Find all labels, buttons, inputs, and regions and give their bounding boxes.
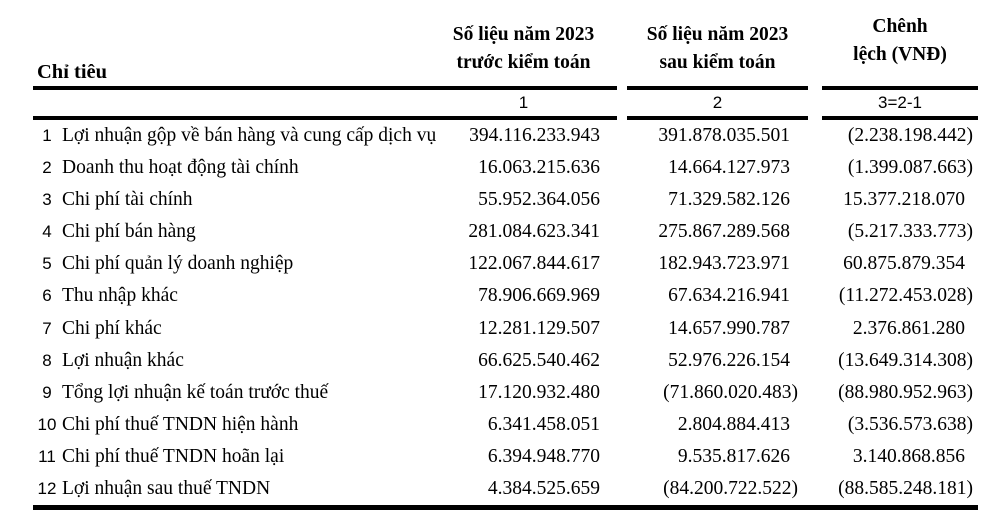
value-difference: (11.272.453.028) (838, 285, 973, 307)
rule-segment (627, 116, 808, 120)
row-number: 7 (42, 318, 52, 338)
value-before-audit: 281.084.623.341 (468, 221, 600, 243)
row-label: Chi phí bán hàng (62, 221, 196, 243)
value-before-audit: 394.116.233.943 (469, 125, 600, 147)
value-difference: (2.238.198.442) (847, 125, 973, 147)
column-header-after-line1: Số liệu năm 2023 (646, 24, 789, 45)
bottom-rule (33, 504, 978, 510)
value-after-audit: 67.634.216.941 (668, 285, 790, 307)
row-number: 8 (42, 350, 52, 370)
column-header-before-audit: Số liệu năm 2023 trước kiểm toán (430, 21, 617, 86)
row-label: Chi phí tài chính (62, 189, 193, 211)
rule-segment (822, 116, 978, 120)
value-difference: 60.875.879.354 (843, 253, 965, 275)
value-before-audit: 6.341.458.051 (487, 413, 600, 435)
value-after-audit: 71.329.582.126 (668, 189, 790, 211)
row-number: 6 (42, 286, 52, 306)
rule-segment (627, 86, 808, 90)
column-header-before-line1: Số liệu năm 2023 (452, 24, 595, 45)
subheader-rule (33, 116, 978, 120)
value-after-audit: 182.943.723.971 (658, 253, 790, 275)
row-number: 10 (37, 414, 57, 434)
row-number: 9 (42, 382, 52, 402)
value-difference: (88.980.952.963) (838, 381, 973, 403)
value-after-audit: 2.804.884.413 (677, 413, 790, 435)
table-row: 10 Chi phí thuế TNDN hiện hành 6.341.458… (33, 409, 978, 441)
column-index-before: 1 (518, 93, 529, 112)
table-row: 12 Lợi nhuận sau thuế TNDN 4.384.525.659… (33, 473, 978, 505)
rule-segment (33, 116, 617, 120)
column-header-after-audit: Số liệu năm 2023 sau kiểm toán (627, 21, 808, 86)
column-index-after: 2 (712, 93, 723, 112)
row-number: 2 (42, 158, 52, 178)
value-difference: (3.536.573.638) (847, 413, 973, 435)
value-difference: (1.399.087.663) (847, 157, 973, 179)
table-row: 2 Doanh thu hoạt động tài chính 16.063.2… (33, 152, 978, 184)
value-before-audit: 12.281.129.507 (478, 317, 600, 339)
value-before-audit: 6.394.948.770 (487, 445, 600, 467)
value-after-audit: 9.535.817.626 (677, 445, 790, 467)
value-before-audit: 66.625.540.462 (478, 349, 600, 371)
value-difference: 15.377.218.070 (843, 189, 965, 211)
row-label: Doanh thu hoạt động tài chính (62, 157, 299, 179)
row-label: Chi phí thuế TNDN hiện hành (62, 413, 299, 435)
column-header-diff-line1: Chênh (872, 16, 928, 37)
column-header-after-line2: sau kiểm toán (659, 52, 776, 73)
value-after-audit: (84.200.722.522) (663, 477, 798, 499)
value-before-audit: 16.063.215.636 (478, 157, 600, 179)
value-after-audit: 14.664.127.973 (668, 157, 790, 179)
table-row: 6 Thu nhập khác 78.906.669.969 67.634.21… (33, 280, 978, 312)
value-difference: (5.217.333.773) (847, 221, 973, 243)
table-row: 5 Chi phí quản lý doanh nghiệp 122.067.8… (33, 248, 978, 280)
row-label: Lợi nhuận gộp về bán hàng và cung cấp dị… (62, 125, 437, 147)
value-after-audit: 275.867.289.568 (658, 221, 790, 243)
column-index-difference: 3=2-1 (878, 93, 922, 112)
header-rule (33, 86, 978, 90)
table-row: 1 Lợi nhuận gộp về bán hàng và cung cấp … (33, 120, 978, 152)
row-number: 5 (42, 254, 52, 274)
row-label: Tổng lợi nhuận kế toán trước thuế (62, 381, 329, 403)
table-header-row: Chỉ tiêu Số liệu năm 2023 trước kiểm toá… (33, 0, 978, 86)
row-label: Lợi nhuận khác (62, 349, 184, 371)
criteria-column-header: Chỉ tiêu (37, 61, 108, 83)
value-difference: 3.140.868.856 (852, 445, 965, 467)
value-before-audit: 78.906.669.969 (478, 285, 600, 307)
value-after-audit: 391.878.035.501 (658, 125, 790, 147)
value-before-audit: 122.067.844.617 (468, 253, 600, 275)
value-before-audit: 17.120.932.480 (478, 381, 600, 403)
rule-segment (822, 86, 978, 90)
value-difference: (13.649.314.308) (838, 349, 973, 371)
table-body: 1 Lợi nhuận gộp về bán hàng và cung cấp … (33, 120, 978, 505)
row-label: Thu nhập khác (62, 285, 178, 307)
row-label: Chi phí thuế TNDN hoãn lại (62, 445, 285, 467)
row-number: 1 (42, 126, 52, 146)
value-difference: (88.585.248.181) (838, 477, 973, 499)
table-row: 11 Chi phí thuế TNDN hoãn lại 6.394.948.… (33, 441, 978, 473)
rule-segment (33, 86, 617, 90)
financial-comparison-table: Chỉ tiêu Số liệu năm 2023 trước kiểm toá… (33, 0, 978, 510)
column-header-before-line2: trước kiểm toán (456, 52, 591, 73)
value-before-audit: 55.952.364.056 (478, 189, 600, 211)
table-row: 8 Lợi nhuận khác 66.625.540.462 52.976.2… (33, 345, 978, 377)
value-after-audit: 14.657.990.787 (668, 317, 790, 339)
value-after-audit: (71.860.020.483) (663, 381, 798, 403)
row-number: 4 (42, 222, 52, 242)
table-row: 3 Chi phí tài chính 55.952.364.056 71.32… (33, 184, 978, 216)
row-label: Lợi nhuận sau thuế TNDN (62, 477, 271, 499)
row-number: 3 (42, 190, 52, 210)
value-difference: 2.376.861.280 (852, 317, 965, 339)
column-header-difference: Chênh lệch (VNĐ) (822, 13, 978, 86)
row-label: Chi phí quản lý doanh nghiệp (62, 253, 294, 275)
row-number: 11 (38, 446, 56, 466)
row-label: Chi phí khác (62, 317, 162, 339)
value-before-audit: 4.384.525.659 (487, 477, 600, 499)
table-row: 4 Chi phí bán hàng 281.084.623.341 275.8… (33, 216, 978, 248)
table-row: 9 Tổng lợi nhuận kế toán trước thuế 17.1… (33, 377, 978, 409)
column-header-diff-line2: lệch (VNĐ) (853, 44, 947, 65)
row-number: 12 (37, 478, 57, 498)
value-after-audit: 52.976.226.154 (668, 349, 790, 371)
column-index-row: 1 2 3=2-1 (33, 90, 978, 116)
table-row: 7 Chi phí khác 12.281.129.507 14.657.990… (33, 312, 978, 344)
